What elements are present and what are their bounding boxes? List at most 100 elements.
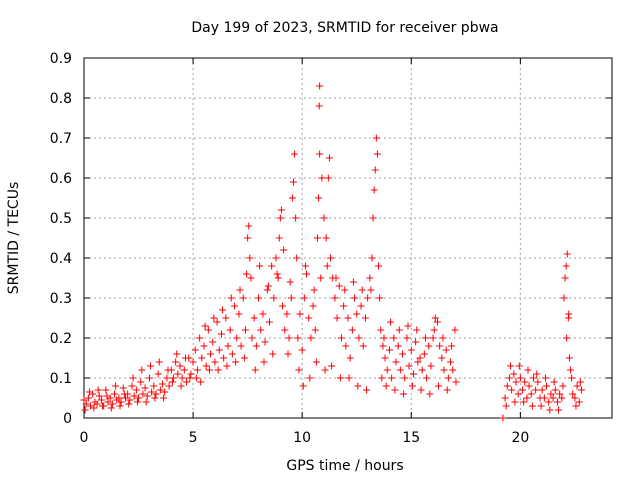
data-point [414,358,422,366]
data-point [272,254,280,262]
data-point [215,346,223,354]
data-point [313,234,321,242]
data-point [524,366,532,374]
data-point [200,342,208,350]
data-point [292,214,300,222]
data-point [379,342,387,350]
x-tick-label: 0 [80,430,89,446]
data-point [197,378,205,386]
data-point [99,402,107,410]
data-point [117,398,125,406]
data-point [239,294,247,302]
data-point [451,326,459,334]
data-point [250,314,258,322]
data-point [320,214,328,222]
data-point [558,394,566,402]
data-point [342,342,350,350]
data-point [316,150,324,158]
data-point [400,390,408,398]
data-point [132,386,140,394]
data-point [293,254,301,262]
data-point [515,362,523,370]
data-point [521,378,529,386]
data-point [317,274,325,282]
data-point [529,374,537,382]
data-point [332,274,340,282]
data-point [232,358,240,366]
y-tick-label: 0.3 [50,291,72,307]
data-point [505,374,513,382]
data-point [412,338,420,346]
data-point [310,286,318,294]
data-point [344,314,352,322]
data-point [202,362,210,370]
data-point [408,382,416,390]
data-point [128,382,136,390]
data-point [97,396,105,404]
data-point [569,390,577,398]
data-point [421,334,429,342]
data-point [103,392,111,400]
data-point [285,334,293,342]
data-point [187,370,195,378]
data-point [550,378,558,386]
data-point [409,370,417,378]
data-point [177,382,185,390]
data-point [417,386,425,394]
data-point [270,294,278,302]
data-point [543,382,551,390]
data-point [370,186,378,194]
data-point [155,358,163,366]
data-point [120,390,128,398]
data-points [80,82,585,422]
data-point [231,302,239,310]
data-point [346,354,354,362]
data-point [176,362,184,370]
data-point [354,382,362,390]
data-point [537,402,545,410]
data-point [94,386,102,394]
data-point [403,334,411,342]
data-point [315,194,323,202]
data-point [416,354,424,362]
data-point [348,326,356,334]
data-point [551,386,559,394]
data-point [355,334,363,342]
data-point [381,354,389,362]
data-point [84,394,92,402]
data-point [418,366,426,374]
data-point [438,354,446,362]
y-tick-label: 0.5 [50,211,72,227]
data-point [192,374,200,382]
data-point [211,358,219,366]
data-point [383,366,391,374]
data-point [257,326,265,334]
data-point [244,234,252,242]
data-point [440,366,448,374]
data-point [139,390,147,398]
data-point [287,294,295,302]
data-point [565,310,573,318]
data-point [151,394,159,402]
data-point [95,392,103,400]
data-point [183,378,191,386]
data-point [528,402,536,410]
x-axis-label: GPS time / hours [286,458,403,474]
data-point [309,302,317,310]
data-point [357,302,365,310]
data-point [444,374,452,382]
chart-title: Day 199 of 2023, SRMTID for receiver pbw… [191,20,498,36]
axis-ticks: 0 0.1 0.2 0.3 0.4 0.5 0.6 0.7 0.8 0.9 0 5 10 15 20 [50,51,612,446]
data-point [511,398,519,406]
data-point [186,374,194,382]
data-point [577,386,585,394]
data-point [431,314,439,322]
data-point [571,394,579,402]
data-point [280,246,288,254]
data-point [196,334,204,342]
data-point [82,400,90,408]
data-point [173,350,181,358]
data-point [81,406,89,414]
data-point [364,294,372,302]
data-point [395,326,403,334]
